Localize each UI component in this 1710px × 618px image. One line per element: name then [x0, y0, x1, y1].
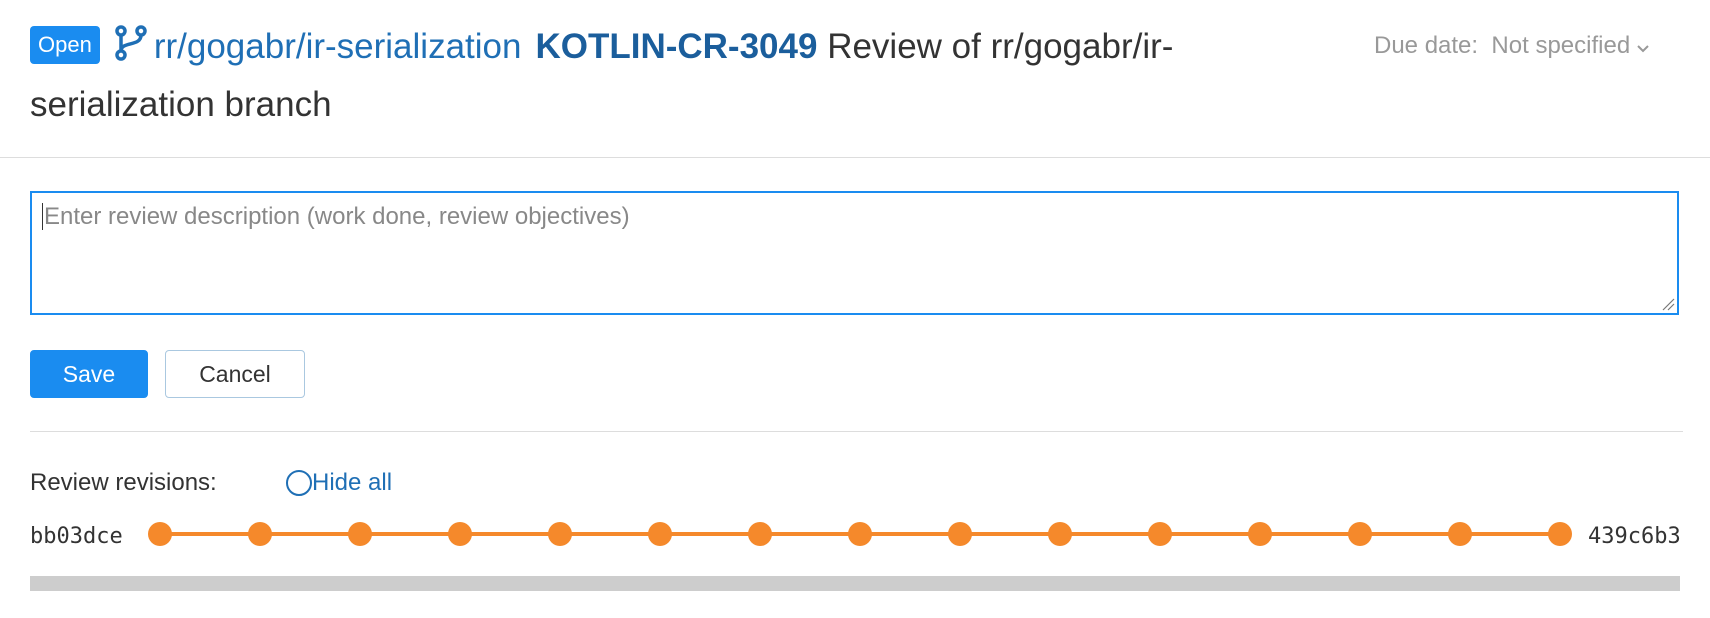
revision-dot[interactable] — [248, 522, 272, 546]
revision-dot[interactable] — [648, 522, 672, 546]
due-date[interactable]: Due date: Not specified — [1374, 32, 1649, 60]
revision-dot[interactable] — [1548, 522, 1572, 546]
first-revision: bb03dce — [30, 524, 123, 549]
divider — [30, 431, 1683, 432]
cancel-button[interactable]: Cancel — [165, 350, 305, 398]
scrollbar[interactable] — [30, 576, 1680, 591]
due-value: Not specified — [1491, 32, 1631, 59]
revision-dot[interactable] — [948, 522, 972, 546]
revision-dot[interactable] — [1348, 522, 1372, 546]
resize-handle — [1662, 298, 1675, 311]
revision-dot[interactable] — [1448, 522, 1472, 546]
revision-dot[interactable] — [1248, 522, 1272, 546]
revisions-label: Review revisions: — [30, 469, 217, 496]
branch-link[interactable]: rr/gogabr/ir-serialization — [153, 27, 522, 66]
description-input[interactable]: Enter review description (work done, rev… — [30, 191, 1679, 315]
revision-dot[interactable] — [548, 522, 572, 546]
save-button[interactable]: Save — [30, 350, 148, 398]
revision-dot[interactable] — [748, 522, 772, 546]
revision-timeline — [148, 522, 1572, 546]
dropdown-arrow — [1637, 45, 1649, 53]
review-name: Review of rr/gogabr/ir-serialization bra… — [30, 27, 1174, 124]
revision-dot[interactable] — [848, 522, 872, 546]
revision-dot[interactable] — [1148, 522, 1172, 546]
status-badge: Open — [30, 26, 100, 64]
revision-dot[interactable] — [148, 522, 172, 546]
placeholder: Enter review description (work done, rev… — [42, 203, 630, 230]
revision-dot[interactable] — [1048, 522, 1072, 546]
due-label: Due date: — [1374, 32, 1479, 59]
review-title: Open rr/gogabr/ir-serialization KOTLIN-CR-… — [30, 18, 1340, 134]
last-revision: 439c6b3 — [1588, 524, 1681, 549]
divider — [0, 157, 1710, 158]
branch-icon — [115, 25, 147, 61]
hide-all-link[interactable]: Hide all — [312, 469, 393, 496]
revision-dot[interactable] — [448, 522, 472, 546]
review-id: KOTLIN-CR-3049 — [535, 27, 818, 66]
revision-dot[interactable] — [348, 522, 372, 546]
radio[interactable] — [285, 469, 313, 497]
